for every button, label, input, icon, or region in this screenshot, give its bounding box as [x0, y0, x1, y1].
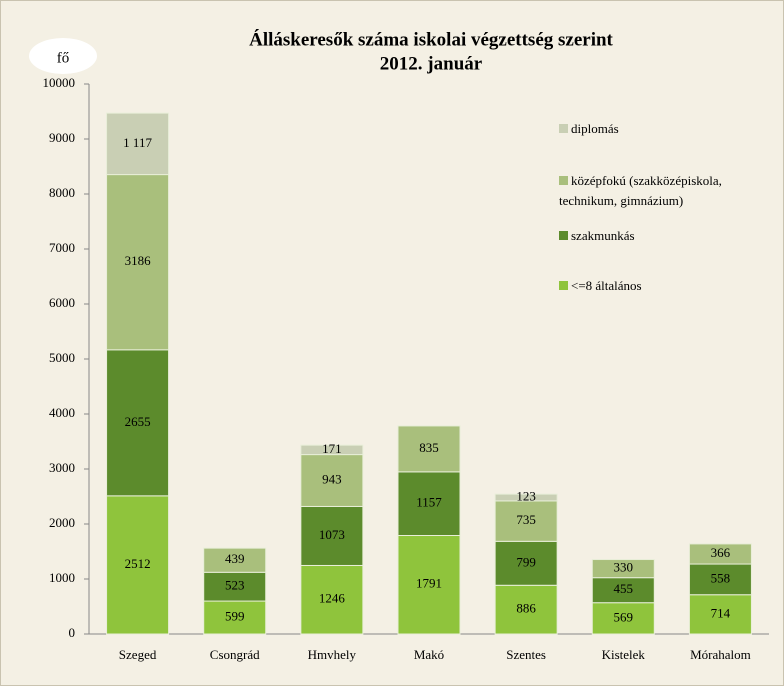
data-label: 799: [516, 554, 536, 569]
x-tick-label: Szeged: [119, 647, 157, 662]
bar-segment: [300, 564, 364, 635]
data-label: 558: [711, 570, 731, 585]
chart-subtitle: 2012. január: [380, 53, 483, 74]
legend-entry: szakmunkás: [559, 226, 769, 246]
bar-segment: [494, 540, 558, 586]
bar-segment: [591, 602, 655, 635]
bar-segment: [203, 547, 267, 573]
y-tick-label: 7000: [49, 240, 75, 255]
bar-segment: [300, 444, 364, 456]
data-label: 330: [614, 560, 634, 575]
y-tick-label: 2000: [49, 515, 75, 530]
y-tick-label: 10000: [43, 75, 76, 90]
bar-segment: [300, 454, 364, 507]
y-tick-label: 0: [69, 625, 76, 640]
data-label: 523: [225, 578, 245, 593]
legend-label: szakmunkás: [571, 228, 635, 243]
data-label: 599: [225, 609, 245, 624]
data-label: 439: [225, 551, 245, 566]
data-label: 1 117: [123, 135, 152, 150]
unit-bubble: [29, 38, 97, 74]
data-label: 123: [516, 489, 536, 504]
legend-entry: középfokú (szakközépiskola, technikum, g…: [559, 171, 769, 211]
data-label: 3186: [125, 253, 152, 268]
bar-segment: [397, 425, 461, 473]
data-label: 366: [711, 545, 731, 560]
bar-segment: [397, 534, 461, 635]
bar-segment: [494, 493, 558, 502]
data-label: 943: [322, 472, 342, 487]
y-tick-label: 6000: [49, 295, 75, 310]
data-label: 886: [516, 601, 536, 616]
bar-segment: [688, 543, 752, 565]
bar-segment: [106, 495, 170, 635]
data-label: 569: [614, 609, 634, 624]
bar-segment: [106, 112, 170, 176]
legend-swatch: [559, 231, 568, 240]
data-label: 1791: [416, 576, 442, 591]
bar-segment: [591, 559, 655, 579]
chart-title: Álláskeresők száma iskolai végzettség sz…: [249, 28, 613, 50]
x-tick-label: Makó: [414, 647, 444, 662]
x-tick-label: Mórahalom: [690, 647, 751, 662]
bar-segment: [106, 174, 170, 351]
legend-swatch: [559, 281, 568, 290]
legend-label: középfokú (szakközépiskola, technikum, g…: [559, 173, 722, 208]
x-tick-label: Csongrád: [210, 647, 260, 662]
bar-segment: [494, 584, 558, 635]
legend-entry: diplomás: [559, 119, 769, 139]
y-tick-label: 5000: [49, 350, 75, 365]
y-tick-label: 8000: [49, 185, 75, 200]
data-label: 714: [711, 605, 731, 620]
y-tick-label: 1000: [49, 570, 75, 585]
bar-segment: [203, 600, 267, 635]
bar-segment: [203, 571, 267, 602]
y-tick-label: 3000: [49, 460, 75, 475]
x-tick-label: Hmvhely: [308, 647, 357, 662]
data-label: 455: [614, 581, 634, 596]
legend-swatch: [559, 124, 568, 133]
x-tick-label: Kistelek: [602, 647, 646, 662]
bar-segment: [300, 505, 364, 566]
data-label: 1157: [416, 495, 442, 510]
legend-label: <=8 általános: [571, 278, 642, 293]
bar-segment: [494, 500, 558, 542]
legend-label: diplomás: [571, 121, 619, 136]
data-label: 2655: [125, 414, 151, 429]
legend-entry: <=8 általános: [559, 276, 769, 296]
y-tick-label: 4000: [49, 405, 75, 420]
legend-swatch: [559, 176, 568, 185]
bar-segment: [688, 563, 752, 596]
y-tick-label: 9000: [49, 130, 75, 145]
data-label: 735: [516, 512, 536, 527]
y-unit: fő: [57, 50, 70, 66]
data-label: 835: [419, 440, 439, 455]
bar-segment: [397, 471, 461, 536]
data-label: 1246: [319, 591, 346, 606]
x-tick-label: Szentes: [506, 647, 546, 662]
data-label: 2512: [125, 556, 151, 571]
data-label: 1073: [319, 527, 345, 542]
data-label: 171: [322, 441, 342, 456]
